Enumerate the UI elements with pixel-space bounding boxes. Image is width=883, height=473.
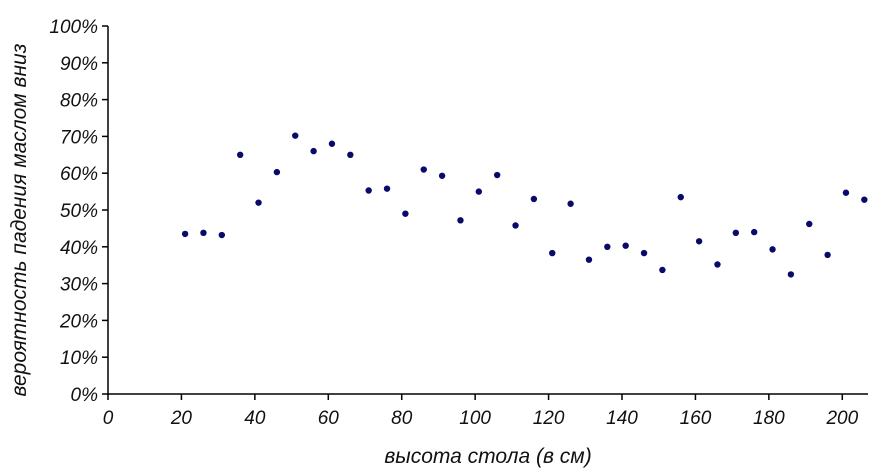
data-point [493,171,501,179]
data-point [549,249,556,257]
x-axis-title: высота стола (в см) [384,445,591,468]
data-point [732,229,740,237]
data-point [806,220,813,228]
data-point [769,246,776,253]
x-tick-label: 140 [606,408,638,429]
data-point [567,200,574,207]
data-point [622,242,629,249]
data-point [787,271,795,278]
x-tick-label: 180 [753,408,785,429]
data-point [365,187,372,194]
y-tick-label: 20% [59,311,98,332]
data-point [677,193,684,201]
data-point [218,231,226,239]
data-point [475,188,483,195]
y-tick-label: 60% [60,164,98,185]
x-tick-label: 60 [318,408,340,429]
data-point [695,238,703,245]
data-point [273,168,281,176]
data-point [824,251,831,259]
x-axis: 0 20 40 60 80 100 120 140 160 180 200 [103,393,868,429]
data-point [383,185,391,192]
y-tick-label: 10% [60,348,98,369]
data-points [181,132,868,278]
y-axis-title: вероятность падения маслом вниз [8,43,31,396]
data-point [714,261,721,268]
data-point [402,210,409,217]
y-tick-label: 80% [60,91,98,112]
data-point [457,217,464,224]
x-tick-label: 200 [825,408,858,429]
data-point [236,151,244,158]
x-tick-label: 160 [680,408,712,429]
data-point [181,230,189,238]
y-axis: 0% 10% 20% 30% 40% 50% 60% 70% 80% 90% 100% [49,17,109,406]
data-point [310,147,317,155]
y-tick-label: 90% [60,54,98,75]
data-point [292,132,299,139]
x-tick-label: 40 [244,408,266,429]
x-tick-label: 120 [533,408,565,429]
data-point [861,196,868,203]
x-tick-label: 0 [103,408,114,429]
data-point [328,140,336,147]
data-point [659,266,666,274]
data-point [640,249,648,257]
data-point [604,243,611,250]
x-tick-label: 100 [459,408,491,429]
data-point [347,151,354,158]
y-tick-label: 70% [60,127,98,148]
data-point [530,195,538,203]
data-point [512,222,519,229]
x-tick-label: 20 [170,408,193,429]
y-tick-label: 0% [71,385,99,406]
data-point [438,172,446,179]
data-point [200,229,207,237]
data-point [255,199,262,206]
y-tick-label: 30% [60,275,98,296]
y-tick-label: 50% [60,201,98,222]
data-point [420,166,427,173]
data-point [750,228,758,236]
y-tick-label: 40% [60,238,98,259]
y-tick-label: 100% [49,17,98,38]
data-point [585,256,593,263]
x-tick-label: 80 [391,408,413,429]
data-point [842,189,850,196]
